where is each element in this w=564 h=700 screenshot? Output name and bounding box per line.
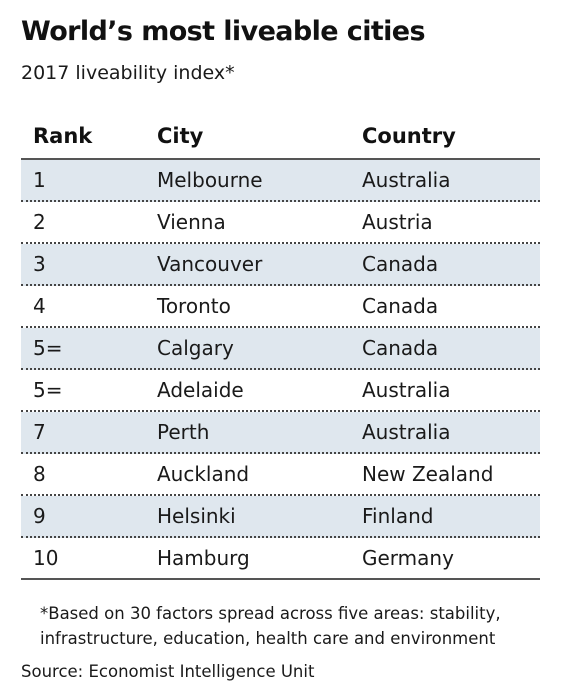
table-row: 10 Hamburg Germany: [21, 538, 540, 580]
cell-rank: 4: [33, 294, 46, 318]
cell-rank: 5=: [33, 336, 63, 360]
cell-country: Canada: [362, 252, 439, 276]
cell-country: Canada: [362, 294, 439, 318]
cell-rank: 9: [33, 504, 46, 528]
table-row: 5= Adelaide Australia: [21, 370, 540, 412]
cell-city: Hamburg: [157, 546, 250, 570]
header-rank: Rank: [33, 124, 93, 148]
cell-rank: 8: [33, 462, 46, 486]
cell-country: New Zealand: [362, 462, 494, 486]
cell-city: Auckland: [157, 462, 250, 486]
cell-rank: 3: [33, 252, 46, 276]
footnote-line-2: infrastructure, education, health care a…: [40, 629, 496, 648]
cell-country: Canada: [362, 336, 439, 360]
table-row: 4 Toronto Canada: [21, 286, 540, 328]
cell-city: Perth: [157, 420, 210, 444]
cell-rank: 1: [33, 168, 46, 192]
cell-country: Australia: [362, 420, 451, 444]
table-body: 1 Melbourne Australia 2 Vienna Austria 3 Vancou…: [21, 160, 540, 580]
cell-country: Australia: [362, 378, 451, 402]
chart-subtitle: 2017 liveability index*: [21, 62, 235, 84]
table-row: 5= Calgary Canada: [21, 328, 540, 370]
cell-city: Helsinki: [157, 504, 236, 528]
cell-city: Vienna: [157, 210, 226, 234]
cell-city: Vancouver: [157, 252, 263, 276]
table-row: 1 Melbourne Australia: [21, 160, 540, 202]
cell-rank: 2: [33, 210, 46, 234]
cell-country: Austria: [362, 210, 433, 234]
table-row: 3 Vancouver Canada: [21, 244, 540, 286]
cell-city: Calgary: [157, 336, 234, 360]
footnote-line-1: *Based on 30 factors spread across five …: [40, 604, 501, 623]
cell-city: Melbourne: [157, 168, 263, 192]
footnote: *Based on 30 factors spread across five …: [40, 601, 555, 651]
chart-title: World’s most liveable cities: [21, 16, 426, 47]
cell-city: Toronto: [157, 294, 231, 318]
table-row: 2 Vienna Austria: [21, 202, 540, 244]
cell-city: Adelaide: [157, 378, 244, 402]
liveability-table: Rank City Country 1 Melbourne Australia 2 Vi…: [21, 118, 540, 580]
header-city: City: [157, 124, 204, 148]
cell-country: Germany: [362, 546, 454, 570]
cell-rank: 5=: [33, 378, 63, 402]
table-row: 8 Auckland New Zealand: [21, 454, 540, 496]
cell-rank: 10: [33, 546, 59, 570]
table-header-row: Rank City Country: [21, 118, 540, 160]
source-note: Source: Economist Intelligence Unit: [21, 662, 315, 681]
header-country: Country: [362, 124, 456, 148]
cell-rank: 7: [33, 420, 46, 444]
cell-country: Australia: [362, 168, 451, 192]
cell-country: Finland: [362, 504, 434, 528]
table-row: 9 Helsinki Finland: [21, 496, 540, 538]
table-row: 7 Perth Australia: [21, 412, 540, 454]
